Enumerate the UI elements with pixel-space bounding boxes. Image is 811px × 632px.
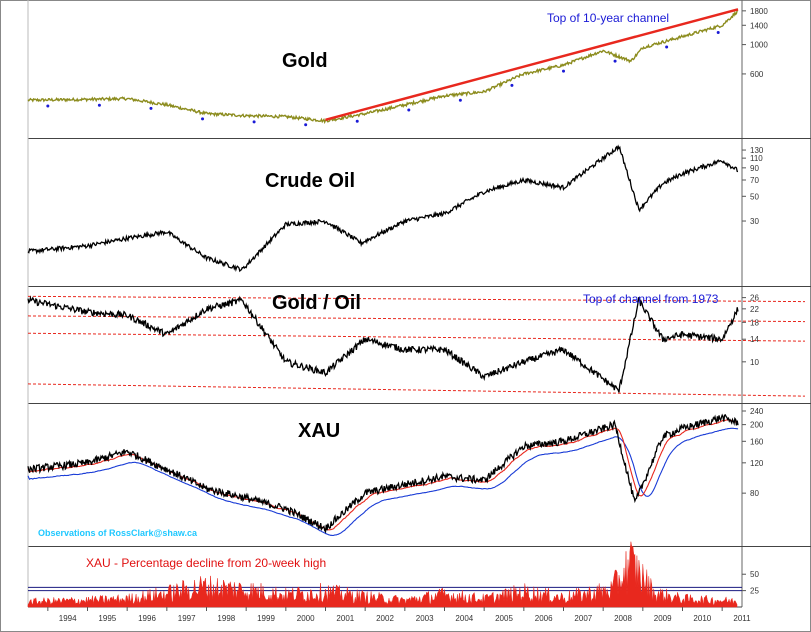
gold-channel-line <box>325 8 739 121</box>
y-tick-label: 120 <box>750 459 764 468</box>
y-tick-label: 240 <box>750 407 764 416</box>
panel-title-gold-oil: Gold / Oil <box>272 292 361 314</box>
x-tick-label: 1998 <box>217 614 235 623</box>
gold-low-marker <box>407 108 411 112</box>
annotation-credit: Observations of RossClark@shaw.ca <box>38 528 198 538</box>
panel-title-crude-oil: Crude Oil <box>265 170 355 192</box>
gold-low-marker <box>613 59 617 63</box>
x-tick-label: 2005 <box>495 614 513 623</box>
y-tick-label: 600 <box>750 70 764 79</box>
y-tick-label: 18 <box>750 318 759 327</box>
gold-oil-channel-line <box>27 295 806 303</box>
y-tick-label: 14 <box>750 335 759 344</box>
gold-oil-channel-line <box>27 315 806 323</box>
y-tick-label: 70 <box>750 176 759 185</box>
y-tick-label: 50 <box>750 570 759 579</box>
gold-price-line <box>27 9 739 125</box>
x-tick-label: 1996 <box>138 614 156 623</box>
y-tick-label: 160 <box>750 437 764 446</box>
annotation-gold-channel: Top of 10-year channel <box>547 11 669 25</box>
x-tick-label: 2000 <box>297 614 315 623</box>
y-tick-label: 80 <box>750 489 759 498</box>
y-tick-label: 50 <box>750 192 759 201</box>
annotation-gold-oil-channel: Top of channel from 1973 <box>583 292 719 306</box>
xau-decline-area <box>27 541 738 608</box>
x-tick-label: 2011 <box>733 614 751 623</box>
y-tick-label: 22 <box>750 305 759 314</box>
x-axis: 1994 1995 1996 1997 1998 1999 2000 2001 2002 2003… <box>47 607 751 623</box>
gold-low-marker <box>97 103 101 107</box>
xau-index-line <box>27 413 739 534</box>
gold-low-marker <box>149 106 153 110</box>
gold-low-marker <box>458 98 462 102</box>
gold-oil-ratio-line <box>27 295 739 393</box>
x-tick-label: 2007 <box>574 614 592 623</box>
gold-low-marker <box>304 123 308 127</box>
gold-low-marker <box>252 120 256 124</box>
x-tick-label: 1995 <box>98 614 116 623</box>
x-tick-label: 2008 <box>614 614 632 623</box>
gold-oil-channel-line <box>27 383 806 397</box>
gold-low-marker <box>355 119 359 123</box>
x-tick-label: 2006 <box>535 614 553 623</box>
y-tick-label: 110 <box>750 154 763 163</box>
panel-title-xau: XAU <box>298 420 340 442</box>
x-tick-label: 1994 <box>59 614 77 623</box>
y-tick-label: 30 <box>750 217 759 226</box>
y-tick-label: 26 <box>750 294 759 303</box>
y-tick-label: 1400 <box>750 21 768 30</box>
x-tick-label: 2010 <box>693 614 711 623</box>
y-tick-label: 25 <box>750 587 759 596</box>
y-tick-label: 1000 <box>750 41 768 50</box>
crude-oil-line <box>27 144 739 273</box>
gold-low-marker <box>201 117 205 121</box>
y-tick-label: 90 <box>750 164 759 173</box>
gold-low-marker <box>46 104 50 108</box>
gold-low-marker <box>562 69 565 73</box>
gold-oil-channel-line <box>27 332 806 342</box>
x-tick-label: 2002 <box>376 614 394 623</box>
xau-long-average-line <box>27 427 739 536</box>
panel-title-xau-decline: XAU - Percentage decline from 20-week hi… <box>86 556 326 570</box>
x-tick-label: 1999 <box>257 614 275 623</box>
y-tick-label: 130 <box>750 146 764 155</box>
x-tick-label: 2003 <box>416 614 434 623</box>
panel-title-gold: Gold <box>282 50 328 72</box>
x-tick-label: 2009 <box>654 614 672 623</box>
gold-low-marker <box>665 45 669 49</box>
x-tick-label: 2004 <box>455 614 473 623</box>
x-tick-label: 1997 <box>178 614 196 623</box>
y-tick-label: 1800 <box>750 7 768 16</box>
y-tick-label: 10 <box>750 358 759 367</box>
gold-low-marker <box>716 30 720 34</box>
y-tick-label: 200 <box>750 421 764 430</box>
x-tick-label: 2001 <box>336 614 354 623</box>
gold-low-marker <box>510 83 514 87</box>
